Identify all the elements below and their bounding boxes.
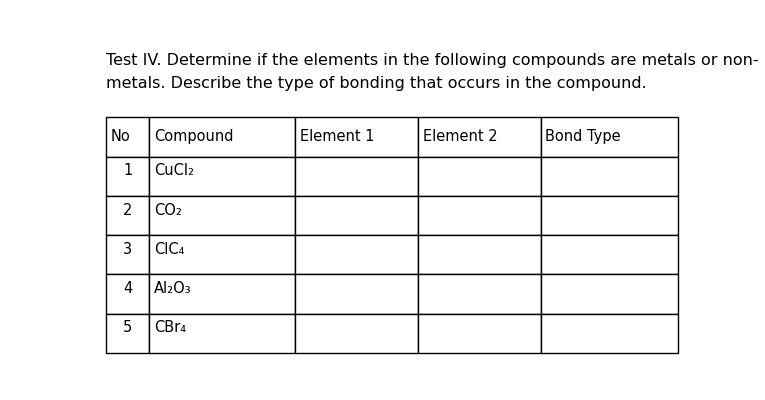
Bar: [418, 235, 541, 274]
Text: Test IV. Determine if the elements in the following compounds are metals or non-: Test IV. Determine if the elements in th…: [106, 53, 759, 68]
Bar: [106, 196, 149, 235]
Bar: [295, 117, 418, 156]
Bar: [149, 156, 295, 196]
Bar: [149, 117, 295, 156]
Text: CBr₄: CBr₄: [154, 320, 186, 336]
Bar: [541, 196, 678, 235]
Text: Element 1: Element 1: [300, 130, 374, 144]
Bar: [149, 235, 295, 274]
Text: CuCl₂: CuCl₂: [154, 163, 194, 178]
Text: Bond Type: Bond Type: [545, 130, 621, 144]
Bar: [106, 274, 149, 314]
Text: 5: 5: [123, 320, 132, 336]
Bar: [149, 314, 295, 353]
Text: 1: 1: [123, 163, 132, 178]
Bar: [541, 235, 678, 274]
Bar: [295, 274, 418, 314]
Bar: [295, 196, 418, 235]
Bar: [149, 196, 295, 235]
Bar: [418, 156, 541, 196]
Bar: [541, 314, 678, 353]
Bar: [418, 117, 541, 156]
Bar: [541, 274, 678, 314]
Bar: [418, 196, 541, 235]
Text: 2: 2: [123, 203, 132, 218]
Bar: [106, 117, 149, 156]
Bar: [295, 314, 418, 353]
Bar: [541, 117, 678, 156]
Text: Compound: Compound: [154, 130, 233, 144]
Text: No: No: [111, 130, 131, 144]
Text: metals. Describe the type of bonding that occurs in the compound.: metals. Describe the type of bonding tha…: [106, 76, 647, 91]
Text: Element 2: Element 2: [422, 130, 497, 144]
Text: 3: 3: [123, 242, 132, 257]
Bar: [418, 314, 541, 353]
Text: 4: 4: [123, 281, 132, 296]
Text: ClC₄: ClC₄: [154, 242, 184, 257]
Text: Al₂O₃: Al₂O₃: [154, 281, 191, 296]
Bar: [295, 235, 418, 274]
Bar: [295, 156, 418, 196]
Text: CO₂: CO₂: [154, 203, 182, 218]
Bar: [418, 274, 541, 314]
Bar: [541, 156, 678, 196]
Bar: [106, 235, 149, 274]
Bar: [106, 156, 149, 196]
Bar: [106, 314, 149, 353]
Bar: [149, 274, 295, 314]
